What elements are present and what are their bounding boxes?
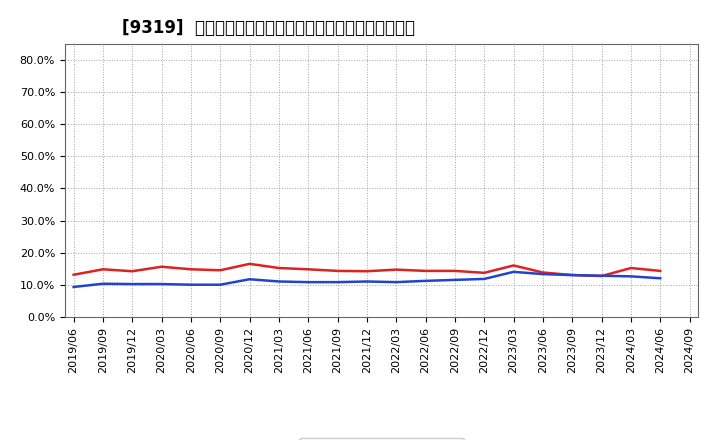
現顔金 xyxy=(539,270,547,275)
現顔金 xyxy=(451,268,459,274)
有利子負債 xyxy=(128,282,137,287)
現顔金 xyxy=(246,261,254,267)
有利子負債 xyxy=(421,278,430,283)
現顔金 xyxy=(656,268,665,274)
現顔金 xyxy=(568,272,577,278)
現顔金 xyxy=(304,267,312,272)
有利子負債 xyxy=(304,279,312,285)
現顔金 xyxy=(392,267,400,272)
有利子負債 xyxy=(626,274,635,279)
有利子負債 xyxy=(99,281,107,286)
現顔金 xyxy=(274,265,283,271)
現顔金 xyxy=(509,263,518,268)
Line: 現顔金: 現顔金 xyxy=(73,264,660,276)
現顔金 xyxy=(69,272,78,277)
現顔金 xyxy=(363,268,372,274)
有利子負債 xyxy=(246,277,254,282)
現顔金 xyxy=(216,268,225,273)
Legend: 現顔金, 有利子負債: 現顔金, 有利子負債 xyxy=(299,438,464,440)
現顔金 xyxy=(598,273,606,279)
有利子負債 xyxy=(333,279,342,285)
有利子負債 xyxy=(451,277,459,282)
有利子負債 xyxy=(539,271,547,277)
有利子負債 xyxy=(568,272,577,278)
Text: [9319]  現顔金、有利子負債の総資産に対する比率の推移: [9319] 現顔金、有利子負債の総資産に対する比率の推移 xyxy=(122,19,415,37)
有利子負債 xyxy=(274,279,283,284)
現顔金 xyxy=(186,267,195,272)
現顔金 xyxy=(128,268,137,274)
有利子負債 xyxy=(157,282,166,287)
現顔金 xyxy=(421,268,430,274)
有利子負債 xyxy=(186,282,195,287)
有利子負債 xyxy=(656,275,665,281)
現顔金 xyxy=(157,264,166,269)
現顔金 xyxy=(99,267,107,272)
有利子負債 xyxy=(392,279,400,285)
有利子負債 xyxy=(480,276,489,282)
有利子負債 xyxy=(216,282,225,287)
有利子負債 xyxy=(363,279,372,284)
現顔金 xyxy=(480,270,489,275)
有利子負債 xyxy=(509,269,518,275)
Line: 有利子負債: 有利子負債 xyxy=(73,272,660,287)
現顔金 xyxy=(333,268,342,274)
有利子負債 xyxy=(598,273,606,279)
有利子負債 xyxy=(69,284,78,290)
現顔金 xyxy=(626,265,635,271)
